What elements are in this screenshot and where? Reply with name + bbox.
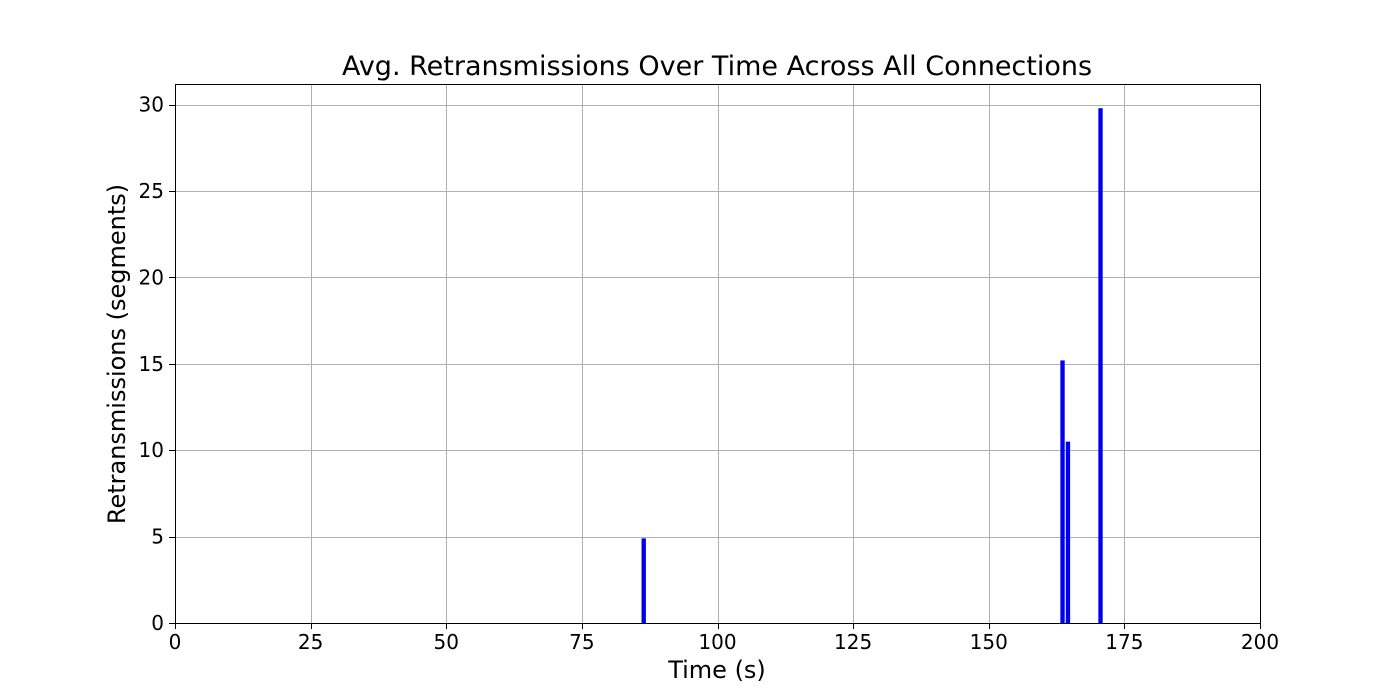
y-tick-label: 0	[151, 611, 164, 635]
grid	[175, 84, 1261, 624]
axis-ticks: 0 25 50 75 100 125 150 175 200 0 5 10 15 20 25 30	[139, 93, 1280, 654]
y-tick-label: 30	[139, 93, 164, 117]
y-axis-label: Retransmissions (segments)	[103, 184, 131, 524]
x-tick-label: 175	[1105, 630, 1143, 654]
x-tick-label: 100	[698, 630, 736, 654]
x-tick-label: 50	[434, 630, 459, 654]
bar	[1065, 441, 1071, 623]
x-tick-label: 150	[970, 630, 1008, 654]
x-tick-label: 125	[834, 630, 872, 654]
x-axis-label: Time (s)	[667, 656, 766, 684]
y-tick-label: 10	[139, 438, 164, 462]
y-tick-label: 5	[151, 525, 164, 549]
bar	[1098, 108, 1103, 623]
bar	[641, 538, 646, 623]
x-tick-label: 200	[1241, 630, 1279, 654]
chart-title: Avg. Retransmissions Over Time Across Al…	[342, 51, 1092, 82]
y-tick-label: 15	[139, 352, 164, 376]
x-tick-label: 75	[569, 630, 594, 654]
x-tick-label: 0	[169, 630, 182, 654]
y-tick-label: 25	[139, 179, 164, 203]
y-tick-label: 20	[139, 265, 164, 289]
bars	[641, 108, 1103, 623]
bar	[1060, 360, 1065, 623]
x-tick-label: 25	[298, 630, 323, 654]
